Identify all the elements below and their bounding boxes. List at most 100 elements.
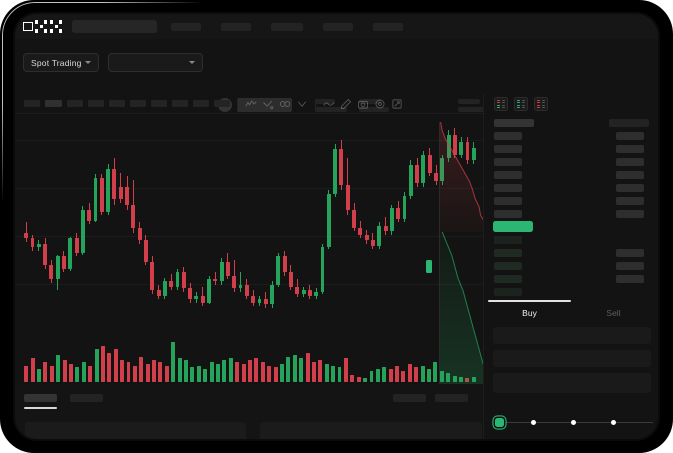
interval-1[interactable] <box>24 100 40 107</box>
orderbook-mode-both[interactable] <box>494 97 508 111</box>
candle-body <box>175 272 180 287</box>
interval-7[interactable] <box>151 100 167 107</box>
drawing-pencil-icon[interactable] <box>340 98 352 110</box>
order-total-field[interactable] <box>493 373 651 393</box>
volume-bar <box>43 362 48 382</box>
nav-item-1[interactable] <box>171 22 202 31</box>
settings-gear-icon[interactable] <box>374 98 386 110</box>
order-amount-field[interactable] <box>493 350 651 367</box>
bottom-panel-right[interactable] <box>260 422 482 439</box>
candle-body <box>415 165 420 184</box>
interval-8[interactable] <box>172 100 188 107</box>
camera-icon[interactable] <box>357 98 369 110</box>
bottom-tab-1[interactable] <box>24 394 57 402</box>
orderbook-mode-asks[interactable] <box>534 97 548 111</box>
order-price-field[interactable] <box>493 327 651 344</box>
line-chart-icon[interactable] <box>323 98 335 110</box>
interval-9[interactable] <box>193 100 209 107</box>
bottom-action-1[interactable] <box>393 394 426 402</box>
candle-body <box>320 247 325 292</box>
slider-stop-25[interactable] <box>531 420 536 425</box>
candle-body <box>80 209 85 253</box>
interval-6[interactable] <box>130 100 146 107</box>
price-chart[interactable] <box>15 114 483 384</box>
candle-body <box>263 299 268 305</box>
candle-body <box>364 234 369 241</box>
volume-bar <box>132 365 137 382</box>
gridline <box>15 236 483 237</box>
candle-body <box>427 154 432 173</box>
tab-sell[interactable]: Sell <box>606 308 621 318</box>
interval-5[interactable] <box>109 100 125 107</box>
interval-10[interactable] <box>214 100 230 107</box>
candle-body <box>43 243 48 266</box>
orderbook-ask-row[interactable] <box>494 197 522 205</box>
nav-item-4[interactable] <box>323 22 354 31</box>
candle-body <box>30 238 35 248</box>
okx-logo-icon[interactable] <box>23 17 63 35</box>
candle-body <box>276 256 281 285</box>
orderbook-ask-row[interactable] <box>494 171 522 179</box>
chart-type-icon[interactable] <box>296 98 308 110</box>
interval-2[interactable] <box>45 100 62 107</box>
interval-4[interactable] <box>88 100 104 107</box>
slider-handle[interactable] <box>495 418 504 427</box>
slider-stop-50[interactable] <box>571 420 576 425</box>
bottom-panel-left[interactable] <box>25 422 246 439</box>
bottom-tab-2[interactable] <box>70 394 103 402</box>
candle-body <box>282 256 287 273</box>
compare-icon[interactable] <box>279 98 291 110</box>
candle-body <box>345 185 350 210</box>
orderbook-mode-bids[interactable] <box>514 97 528 111</box>
candle-body <box>402 195 407 219</box>
volume-bar <box>331 365 336 382</box>
nav-item-2[interactable] <box>221 22 252 31</box>
top-navigation-bar <box>15 14 658 39</box>
volume-bar <box>113 349 118 382</box>
candle-body <box>188 288 193 300</box>
orderbook-ask-row[interactable] <box>494 145 522 153</box>
orderbook-ask-row[interactable] <box>494 210 522 218</box>
slider-stop-75[interactable] <box>611 420 616 425</box>
candle-body <box>326 193 331 248</box>
volume-bar <box>414 367 419 382</box>
orderbook-bid-row[interactable] <box>494 236 522 244</box>
orderbook-bid-row[interactable] <box>494 262 522 270</box>
market-type-selector[interactable]: Spot Trading <box>23 53 99 72</box>
trend-line-icon[interactable] <box>262 98 274 110</box>
gridline <box>15 140 483 141</box>
bottom-action-2[interactable] <box>435 394 468 402</box>
chevron-down-icon <box>85 61 91 64</box>
volume-bar <box>62 360 67 382</box>
candle-body <box>452 135 457 155</box>
volume-bar <box>401 371 406 382</box>
orderbook-last-price-row[interactable] <box>493 221 533 232</box>
volume-bar <box>375 369 380 382</box>
pair-selector[interactable] <box>108 53 203 72</box>
volume-bar <box>107 352 112 382</box>
indicators-icon[interactable] <box>245 98 257 110</box>
candle-body <box>339 149 344 186</box>
search-input[interactable] <box>72 20 158 33</box>
orderbook-ask-row[interactable] <box>494 158 522 166</box>
candle-body <box>87 209 92 221</box>
orderbook-bid-row[interactable] <box>494 275 522 283</box>
gridline <box>15 188 483 189</box>
tab-buy[interactable]: Buy <box>522 308 537 318</box>
orderbook-ask-row[interactable] <box>494 184 522 192</box>
orderbook-ask-row-amount <box>616 158 644 166</box>
orderbook-bid-row[interactable] <box>494 249 522 257</box>
interval-3[interactable] <box>67 100 83 107</box>
candle-body <box>383 226 388 232</box>
volume-bar <box>395 365 400 382</box>
orderbook-ask-row[interactable] <box>494 132 522 140</box>
nav-item-5[interactable] <box>373 22 404 31</box>
candle-body <box>396 208 401 219</box>
nav-item-3[interactable] <box>271 22 304 31</box>
orderbook-view-modes <box>494 97 548 111</box>
volume-bar <box>382 367 387 382</box>
orderbook-bid-row[interactable] <box>494 288 522 296</box>
fullscreen-icon[interactable] <box>391 98 403 110</box>
volume-bar <box>286 356 291 382</box>
